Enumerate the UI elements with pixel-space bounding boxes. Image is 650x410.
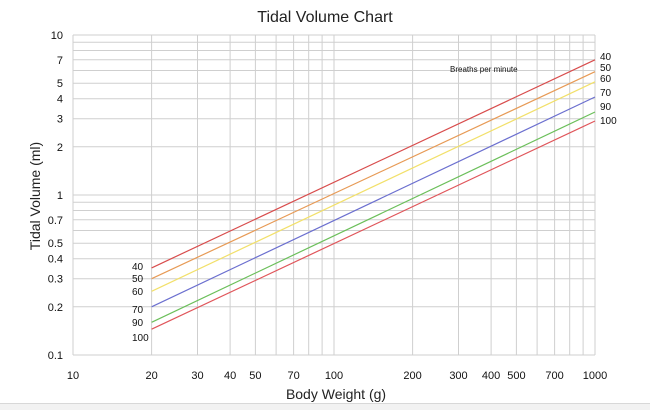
series-line-50 bbox=[151, 71, 596, 280]
y-tick-label: 0.4 bbox=[48, 254, 63, 266]
series-label-left-90: 90 bbox=[132, 318, 144, 329]
y-tick-label: 0.3 bbox=[48, 274, 63, 286]
series-line-100 bbox=[151, 120, 596, 330]
y-tick-label: 0.5 bbox=[48, 238, 63, 250]
y-tick-label: 1 bbox=[57, 190, 63, 202]
x-tick-label: 700 bbox=[545, 370, 563, 382]
series-label-left-100: 100 bbox=[132, 333, 149, 344]
series-label-left-40: 40 bbox=[132, 262, 144, 273]
breaths-per-minute-annotation: Breaths per minute bbox=[450, 65, 518, 74]
series-label-left-70: 70 bbox=[132, 305, 144, 316]
y-tick-label: 2 bbox=[57, 142, 63, 154]
y-tick-label: 5 bbox=[57, 78, 63, 90]
y-tick-label: 7 bbox=[57, 55, 63, 67]
chart-title: Tidal Volume Chart bbox=[257, 9, 393, 26]
x-tick-label: 200 bbox=[403, 370, 421, 382]
x-tick-label: 1000 bbox=[583, 370, 607, 382]
y-tick-label: 0.2 bbox=[48, 302, 63, 314]
series-line-90 bbox=[151, 111, 596, 323]
x-axis-label: Body Weight (g) bbox=[286, 386, 386, 402]
x-tick-label: 10 bbox=[67, 370, 79, 382]
series-label-right-90: 90 bbox=[600, 102, 612, 113]
grid bbox=[72, 34, 596, 356]
x-tick-label: 70 bbox=[287, 370, 299, 382]
series-label-left-50: 50 bbox=[132, 274, 144, 285]
x-tick-label: 100 bbox=[325, 370, 343, 382]
x-tick-label: 400 bbox=[482, 370, 500, 382]
x-tick-label: 500 bbox=[507, 370, 525, 382]
x-tick-labels: 10 20 30 40 50 70 100 200 300 400 500 700 1000 bbox=[67, 370, 607, 382]
y-tick-label: 0.1 bbox=[48, 350, 63, 362]
y-tick-label: 3 bbox=[57, 114, 63, 126]
series-label-right-50: 50 bbox=[600, 63, 612, 74]
series-line-70 bbox=[151, 96, 596, 308]
x-tick-label: 40 bbox=[224, 370, 236, 382]
y-tick-label: 4 bbox=[57, 94, 63, 106]
series-label-right-60: 60 bbox=[600, 74, 612, 85]
series-label-right-40: 40 bbox=[600, 52, 612, 63]
series-label-right-70: 70 bbox=[600, 88, 612, 99]
series-lines bbox=[151, 59, 596, 330]
y-tick-label: 0.7 bbox=[48, 215, 63, 227]
x-tick-label: 30 bbox=[191, 370, 203, 382]
series-label-right-100: 100 bbox=[600, 116, 617, 127]
x-tick-label: 300 bbox=[449, 370, 467, 382]
y-axis-label: Tidal Volume (ml) bbox=[27, 142, 43, 250]
bottom-scroll-strip bbox=[0, 403, 650, 410]
x-tick-label: 50 bbox=[249, 370, 261, 382]
y-tick-labels: 0.1 0.2 0.3 0.4 0.5 0.7 1 2 3 4 5 7 10 bbox=[48, 30, 63, 362]
series-label-left-60: 60 bbox=[132, 287, 144, 298]
series-line-60 bbox=[151, 81, 596, 292]
y-tick-label: 10 bbox=[51, 30, 63, 42]
series-line-40 bbox=[151, 59, 596, 269]
x-tick-label: 20 bbox=[145, 370, 157, 382]
